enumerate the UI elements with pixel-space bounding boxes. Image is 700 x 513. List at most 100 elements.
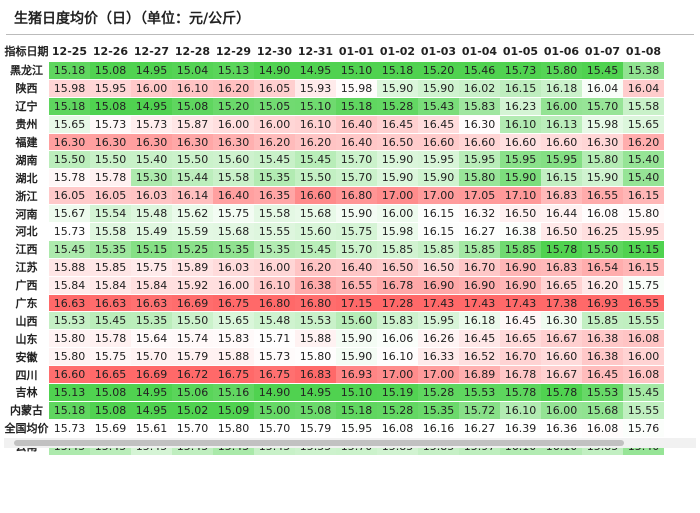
cell: 14.95 xyxy=(131,97,172,116)
row: 全国均价 15.73 15.69 15.61 15.70 15.80 15.70 15.79 1… xyxy=(4,419,664,438)
cell: 16.40 xyxy=(336,133,377,152)
row-label: 江苏 xyxy=(4,258,49,277)
scroll-thumb[interactable] xyxy=(14,440,624,446)
row: 山东 15.80 15.78 15.64 15.74 15.83 15.71 15.88 15.… xyxy=(4,329,664,349)
cell: 16.55 xyxy=(582,186,623,206)
cell: 16.08 xyxy=(377,419,418,438)
cell: 16.50 xyxy=(377,258,418,277)
cell: 15.50 xyxy=(90,150,131,170)
cell: 16.00 xyxy=(254,258,295,277)
row-label: 河南 xyxy=(4,204,49,224)
cell: 15.78 xyxy=(541,240,582,259)
cell: 15.18 xyxy=(49,97,90,116)
cell: 15.80 xyxy=(295,347,336,367)
cell: 15.10 xyxy=(336,61,377,80)
row-label: 河北 xyxy=(4,222,49,241)
cell: 16.26 xyxy=(418,329,459,349)
cell: 15.80 xyxy=(459,168,500,188)
row-label: 吉林 xyxy=(4,383,49,402)
cell: 16.38 xyxy=(500,222,541,241)
cell: 16.40 xyxy=(336,115,377,134)
cell: 16.05 xyxy=(254,79,295,98)
row: 江西 15.45 15.35 15.15 15.25 15.35 15.35 15.45 15.… xyxy=(4,240,664,259)
cell: 16.30 xyxy=(49,133,90,152)
cell: 15.78 xyxy=(90,168,131,188)
cell: 15.92 xyxy=(172,276,213,295)
cell: 16.54 xyxy=(582,258,623,277)
row-label: 浙江 xyxy=(4,186,49,206)
cell: 15.98 xyxy=(49,79,90,98)
cell: 14.95 xyxy=(295,383,336,402)
cell: 16.03 xyxy=(213,258,254,277)
cell: 15.59 xyxy=(172,222,213,241)
cell: 15.85 xyxy=(418,240,459,259)
cell: 17.00 xyxy=(418,365,459,385)
cell: 15.44 xyxy=(172,168,213,188)
cell: 15.88 xyxy=(213,347,254,367)
cell: 16.08 xyxy=(623,365,664,385)
row-label: 湖南 xyxy=(4,150,49,170)
cell: 15.48 xyxy=(131,204,172,224)
cell: 16.40 xyxy=(336,258,377,277)
cell: 15.18 xyxy=(336,401,377,420)
cell: 15.70 xyxy=(336,168,377,188)
cell: 16.50 xyxy=(377,133,418,152)
cell: 15.84 xyxy=(49,276,90,295)
row-label: 黑龙江 xyxy=(4,61,49,80)
cell: 15.46 xyxy=(459,61,500,80)
column-header: 12-25 xyxy=(49,41,90,62)
cell: 16.15 xyxy=(623,258,664,277)
cell: 16.00 xyxy=(254,115,295,134)
cell: 14.95 xyxy=(131,401,172,420)
row-label: 贵州 xyxy=(4,115,49,134)
cell: 15.18 xyxy=(49,61,90,80)
cell: 15.70 xyxy=(336,150,377,170)
row: 陕西 15.98 15.95 16.00 16.10 16.20 16.05 15.93 15.… xyxy=(4,79,664,98)
cell: 16.20 xyxy=(213,79,254,98)
cell: 16.14 xyxy=(172,186,213,206)
cell: 15.55 xyxy=(254,222,295,241)
cell: 15.06 xyxy=(172,383,213,402)
cell: 16.15 xyxy=(623,186,664,206)
cell: 16.67 xyxy=(541,329,582,349)
cell: 15.78 xyxy=(500,383,541,402)
cell: 17.38 xyxy=(541,294,582,313)
cell: 16.65 xyxy=(500,329,541,349)
cell: 16.23 xyxy=(500,97,541,116)
cell: 16.90 xyxy=(459,276,500,295)
cell: 15.95 xyxy=(90,79,131,98)
cell: 16.93 xyxy=(582,294,623,313)
cell: 15.40 xyxy=(623,168,664,188)
cell: 17.05 xyxy=(459,186,500,206)
cell: 17.43 xyxy=(459,294,500,313)
row-label: 福建 xyxy=(4,133,49,152)
column-header: 12-28 xyxy=(172,41,213,62)
cell: 15.68 xyxy=(213,222,254,241)
cell: 16.45 xyxy=(582,365,623,385)
cell: 15.18 xyxy=(49,401,90,420)
cell: 15.70 xyxy=(336,240,377,259)
cell: 15.20 xyxy=(418,61,459,80)
cell: 16.63 xyxy=(49,294,90,313)
cell: 16.60 xyxy=(500,133,541,152)
cell: 15.45 xyxy=(295,240,336,259)
cell: 15.69 xyxy=(90,419,131,438)
cell: 15.50 xyxy=(582,240,623,259)
cell: 15.73 xyxy=(254,347,295,367)
cell: 15.98 xyxy=(377,222,418,241)
cell: 15.95 xyxy=(336,419,377,438)
cell: 15.73 xyxy=(49,419,90,438)
cell: 16.45 xyxy=(500,311,541,331)
cell: 15.88 xyxy=(49,258,90,277)
cell: 15.75 xyxy=(213,204,254,224)
cell: 16.30 xyxy=(172,133,213,152)
cell: 15.28 xyxy=(377,97,418,116)
cell: 15.90 xyxy=(377,168,418,188)
cell: 16.60 xyxy=(295,186,336,206)
cell: 15.60 xyxy=(336,311,377,331)
cell: 16.60 xyxy=(541,133,582,152)
cell: 16.72 xyxy=(172,365,213,385)
cell: 15.45 xyxy=(49,240,90,259)
row: 广东 16.63 16.63 16.63 16.69 16.75 16.80 16.80 17.… xyxy=(4,294,664,313)
cell: 16.10 xyxy=(172,79,213,98)
